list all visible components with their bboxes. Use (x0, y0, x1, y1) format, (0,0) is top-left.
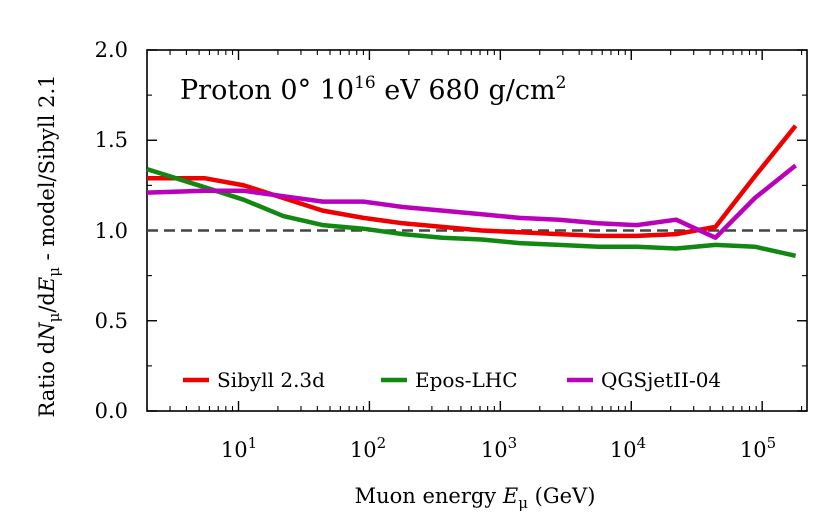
series-line-qgsjetii-04 (146, 163, 798, 240)
y-tick-label: 0.5 (95, 309, 128, 333)
x-tick-label: 105 (740, 434, 776, 462)
series-line-sibyll-2-3d (147, 124, 798, 239)
y-tick-label: 0.0 (95, 399, 128, 423)
major-ticks (147, 49, 807, 412)
y-tick-label: 2.0 (95, 38, 128, 62)
legend-label-sibyll: Sibyll 2.3d (217, 368, 325, 392)
y-axis-title: Ratio dNμ/dEμ - model/Sibyll 2.1 (35, 74, 63, 417)
x-tick-label: 104 (610, 434, 646, 462)
legend-label-epos: Epos-LHC (415, 368, 518, 392)
x-tick-label: 101 (221, 434, 257, 462)
y-tick-label: 1.5 (95, 128, 128, 152)
x-tick-label: 102 (350, 434, 386, 462)
legend: Sibyll 2.3d Epos-LHC QGSjetII-04 (183, 368, 721, 392)
series-lines (146, 124, 798, 258)
y-tick-label: 1.0 (95, 219, 128, 243)
legend-label-qgsjet: QGSjetII-04 (601, 368, 721, 392)
x-tick-label: 103 (481, 434, 517, 462)
series-line-epos-lhc (146, 166, 797, 258)
x-axis-title: Muon energy Eμ (GeV) (355, 484, 596, 512)
minor-ticks (146, 50, 807, 411)
chart-annotation: Proton 0° 1016 eV 680 g/cm2 (180, 73, 566, 106)
